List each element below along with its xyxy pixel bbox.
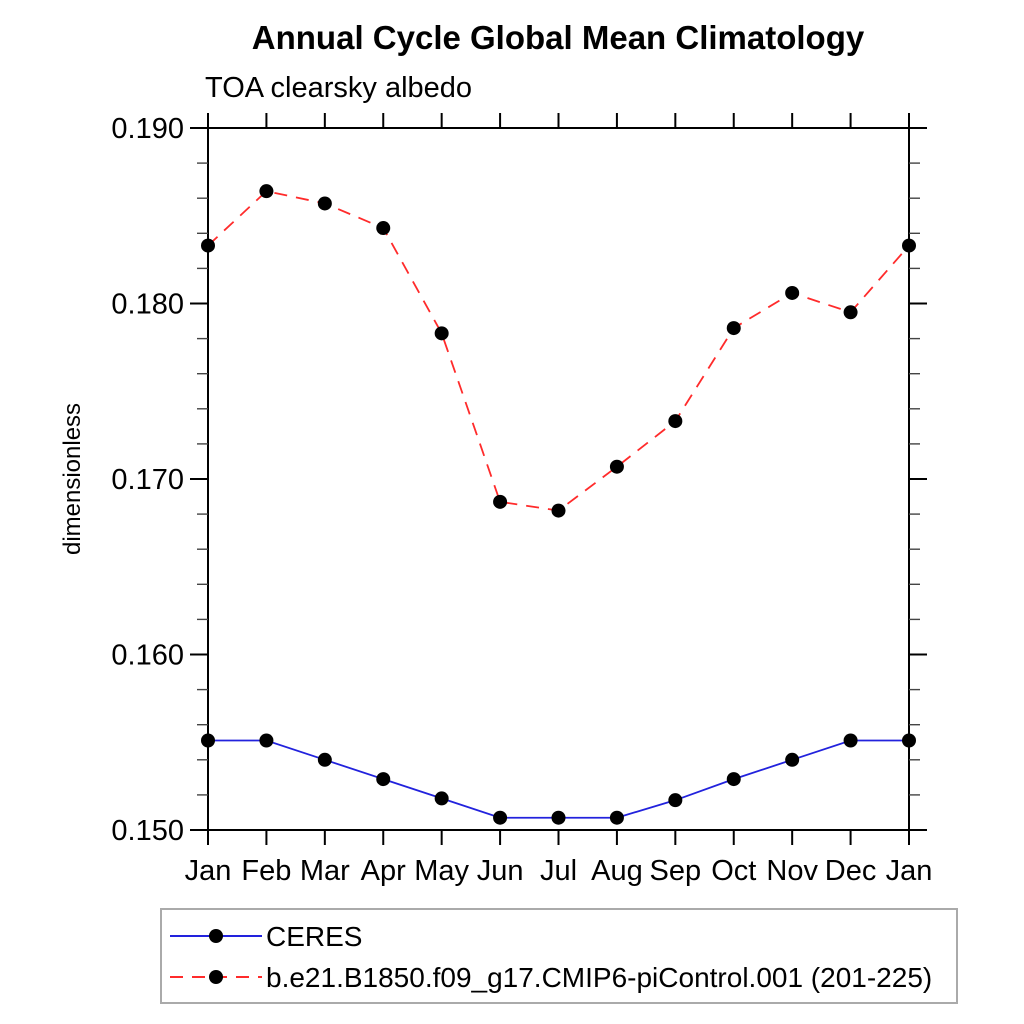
data-point-marker [201,733,215,748]
x-tick-label: Apr [361,855,406,887]
legend-label: b.e21.B1850.f09_g17.CMIP6-piControl.001 … [266,962,932,993]
legend-box: CERES b.e21.B1850.f09_g17.CMIP6-piControl… [160,908,958,1004]
legend-marker [209,929,223,943]
x-tick-label: Mar [300,855,350,887]
legend-border [160,908,958,1004]
y-tick-label: 0.180 [111,289,184,321]
x-tick-label: May [414,855,469,887]
x-tick-label: Sep [650,855,702,887]
x-tick-label: Feb [241,855,291,887]
data-point-marker [785,752,800,767]
x-tick-label: Jun [477,855,524,887]
data-point-marker [726,772,741,787]
data-point-marker [551,503,566,518]
data-point-marker [785,285,800,300]
data-point-marker [434,791,449,806]
x-tick-label: Dec [825,855,877,887]
x-tick-label: Nov [766,855,818,887]
data-point-marker [551,810,566,825]
data-point-marker [493,494,508,509]
plot-series [201,184,916,825]
data-point-marker [609,459,624,474]
y-tick-label: 0.160 [111,640,184,672]
data-point-marker [201,238,215,253]
data-point-marker [317,196,332,211]
data-point-marker [259,733,274,748]
data-point-marker [317,752,332,767]
data-point-marker [668,414,683,429]
y-tick-label: 0.150 [111,815,184,847]
x-tick-label: Jul [540,855,577,887]
data-point-marker [609,810,624,825]
data-point-marker [376,221,391,236]
legend-label: CERES [266,921,362,952]
data-point-marker [434,326,449,341]
x-tick-label: Jan [886,855,933,887]
y-tick-label: 0.170 [111,464,184,496]
data-point-marker [259,184,274,199]
chart-title: Annual Cycle Global Mean Climatology [252,19,865,56]
series-line [207,190,910,512]
data-point-marker [843,733,858,748]
x-tick-label: Oct [711,855,756,887]
y-tick-label: 0.190 [111,113,184,145]
data-point-marker [376,772,391,787]
data-point-marker [902,238,916,253]
legend-marker [209,970,223,984]
data-point-marker [668,793,683,808]
data-point-marker [843,305,858,320]
chart-subtitle: TOA clearsky albedo [205,72,472,104]
series-line [208,739,909,819]
data-point-marker [726,321,741,336]
data-point-marker [493,810,508,825]
x-tick-label: Aug [591,855,643,887]
axes: Jan Feb Mar Apr May Jun Jul Aug Sep Oct Nov Dec Jan0… [111,113,932,887]
y-axis-label: dimensionless [59,403,86,555]
data-point-marker [902,733,916,748]
x-tick-label: Jan [185,855,232,887]
